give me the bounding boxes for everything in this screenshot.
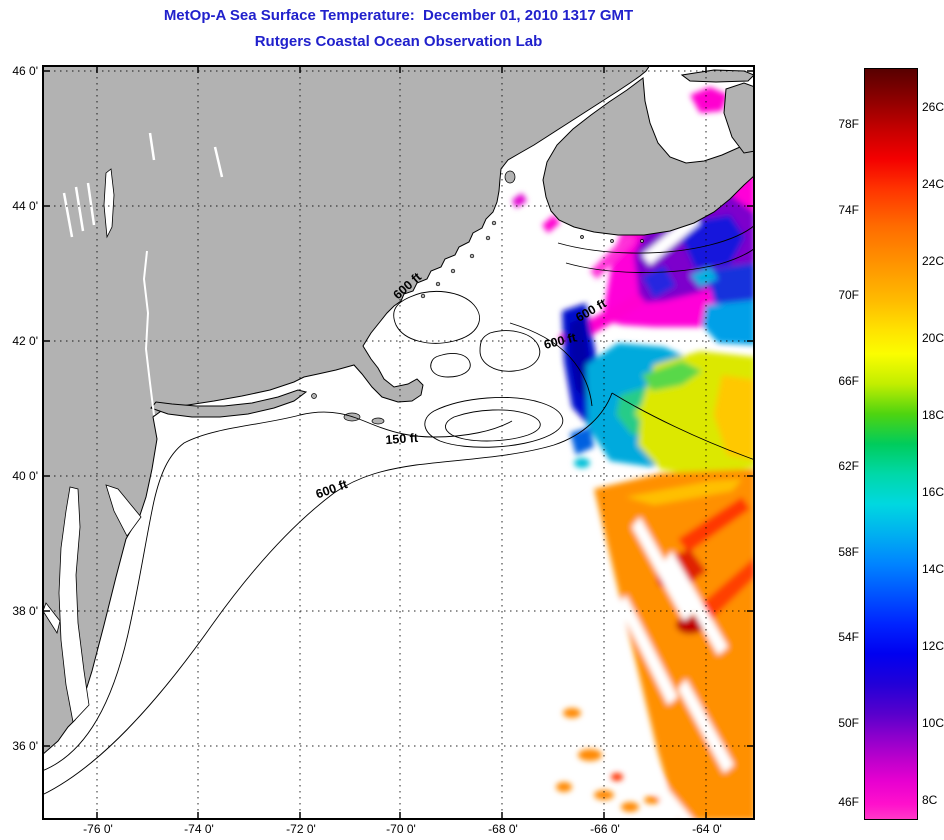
sst-orange-fleck bbox=[578, 749, 602, 761]
colorbar-c-label: 18C bbox=[922, 408, 944, 422]
colorbar-c-label: 14C bbox=[922, 562, 944, 576]
sst-red-streak bbox=[700, 557, 755, 621]
colorbar-f-label: 58F bbox=[838, 545, 859, 559]
sst-red-fleck bbox=[611, 773, 623, 781]
colorbar-c-label: 20C bbox=[922, 331, 944, 345]
sst-orange-fleck bbox=[644, 796, 660, 804]
hudson-river bbox=[142, 250, 155, 416]
chesapeake-bay bbox=[58, 486, 90, 723]
bathymetry-contours bbox=[42, 224, 755, 796]
cloud-gap bbox=[640, 765, 694, 820]
cloud-gap bbox=[664, 551, 728, 655]
sst-yellow-orange-edge bbox=[714, 375, 755, 460]
colorbar-f-label: 78F bbox=[838, 117, 859, 131]
sst-orange-fleck bbox=[594, 790, 614, 800]
page-subtitle: Rutgers Coastal Ocean Observation Lab bbox=[254, 33, 543, 50]
inland-water bbox=[42, 132, 224, 723]
sst-orange-fleck bbox=[556, 782, 572, 792]
sst-red-streak bbox=[678, 497, 750, 553]
mainland-coast bbox=[42, 65, 651, 756]
sst-cyan-edge bbox=[702, 300, 755, 345]
sst-orange-fleck bbox=[621, 802, 639, 812]
x-axis-tick-label: -76 0' bbox=[83, 822, 113, 836]
sst-green-fringe bbox=[642, 361, 702, 391]
colorbar-c-label: 26C bbox=[922, 100, 944, 114]
delaware-bay bbox=[105, 484, 142, 537]
colorbar-f-label: 70F bbox=[838, 288, 859, 302]
sst-cyan-fleck bbox=[690, 267, 718, 287]
map-frame-border bbox=[42, 65, 755, 820]
cloud-gap bbox=[632, 517, 694, 621]
finger-lakes bbox=[62, 132, 224, 238]
colorbar-f-label: 66F bbox=[838, 374, 859, 388]
map-plot-area: 600 ft 600 ft 600 ft 150 ft 600 ft bbox=[42, 65, 755, 820]
x-axis-tick-label: -68 0' bbox=[488, 822, 518, 836]
sst-magenta-streak bbox=[590, 233, 635, 279]
sst-magenta-fleck bbox=[542, 215, 560, 233]
colorbar-f-label: 54F bbox=[838, 630, 859, 644]
sst-gulf-magenta-patch bbox=[690, 87, 728, 113]
y-axis-tick-label: 40 0' bbox=[12, 469, 38, 483]
x-axis-tick-label: -70 0' bbox=[386, 822, 416, 836]
colorbar-f-label: 74F bbox=[838, 203, 859, 217]
cloud-gap bbox=[618, 595, 678, 705]
sst-cyan-fleck bbox=[574, 458, 590, 468]
colorbar-c-label: 10C bbox=[922, 716, 944, 730]
x-axis-tick-label: -72 0' bbox=[286, 822, 316, 836]
nova-scotia bbox=[542, 77, 755, 236]
colorbar-c-label: 12C bbox=[922, 639, 944, 653]
y-axis-tick-label: 46 0' bbox=[12, 64, 38, 78]
y-axis-tick-label: 44 0' bbox=[12, 199, 38, 213]
colorbar bbox=[864, 68, 918, 820]
page-title: MetOp-A Sea Surface Temperature: Decembe… bbox=[163, 7, 634, 24]
colorbar-f-label: 62F bbox=[838, 459, 859, 473]
colorbar-c-label: 24C bbox=[922, 177, 944, 191]
axis-ticks bbox=[42, 65, 755, 820]
contour-label: 150 ft bbox=[385, 431, 419, 447]
sst-magenta-fleck bbox=[512, 193, 527, 208]
prince-edward-island bbox=[680, 69, 755, 83]
x-axis-tick-label: -74 0' bbox=[184, 822, 214, 836]
x-axis-tick-label: -64 0' bbox=[692, 822, 722, 836]
sst-blue-fleck bbox=[570, 427, 594, 455]
sst-blue-patch bbox=[642, 265, 676, 298]
sst-blue-edge-patch bbox=[706, 263, 755, 305]
x-axis-tick-label: -66 0' bbox=[590, 822, 620, 836]
colorbar-f-label: 50F bbox=[838, 716, 859, 730]
colorbar-c-label: 16C bbox=[922, 485, 944, 499]
lake-champlain bbox=[103, 168, 115, 239]
colorbar-f-label: 46F bbox=[838, 795, 859, 809]
cape-breton-island bbox=[723, 82, 755, 154]
sst-blue-patch bbox=[682, 215, 745, 269]
colorbar-c-label: 8C bbox=[922, 793, 938, 807]
y-axis-tick-label: 42 0' bbox=[12, 334, 38, 348]
y-axis-tick-label: 36 0' bbox=[12, 739, 38, 753]
colorbar-c-label: 22C bbox=[922, 254, 944, 268]
map-canvas: 600 ft 600 ft 600 ft 150 ft 600 ft bbox=[42, 65, 755, 820]
sst-orange-fleck bbox=[563, 708, 581, 718]
sst-orange-yellow-front bbox=[626, 479, 742, 505]
y-axis-tick-label: 38 0' bbox=[12, 604, 38, 618]
sst-dark-red-spot bbox=[676, 616, 704, 634]
long-island bbox=[150, 389, 308, 418]
